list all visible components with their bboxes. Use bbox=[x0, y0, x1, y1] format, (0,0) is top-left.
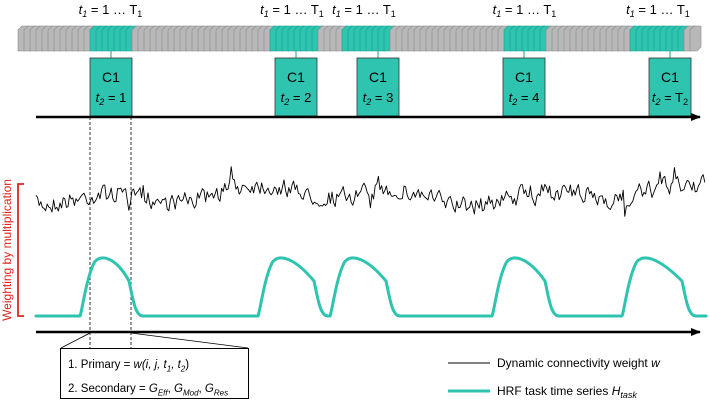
task-block-c1: C1 t2 = T2 bbox=[648, 51, 692, 117]
weighting-bracket bbox=[17, 183, 24, 317]
task-block-c1: C1 t2 = 1 bbox=[89, 51, 133, 117]
legend-connectivity-text: Dynamic connectivity weight w bbox=[497, 356, 661, 370]
task-block-index: t2 = 3 bbox=[363, 90, 394, 107]
frame-range-label: t1 = 1 … T1 bbox=[260, 2, 324, 19]
task-block-condition: C1 bbox=[515, 69, 533, 85]
hrf-task-series bbox=[34, 256, 708, 318]
task-blocks: C1 t2 = 1 C1 t2 = 2 C1 t2 = 3 C1 t2 = 4 C1 t2 = T… bbox=[89, 51, 692, 117]
frame-range-label: t1 = 1 … T1 bbox=[493, 2, 557, 19]
frame-range-label: t1 = 1 … T1 bbox=[626, 2, 690, 19]
task-block-index: t2 = 4 bbox=[509, 90, 540, 107]
task-block-index: t2 = 2 bbox=[281, 90, 312, 107]
volume-frame-stack bbox=[17, 25, 702, 52]
task-block-index: t2 = T2 bbox=[652, 90, 688, 107]
task-block-rect bbox=[89, 57, 133, 117]
task-block-rect bbox=[274, 57, 318, 117]
rest-frame bbox=[689, 25, 702, 52]
task-block-condition: C1 bbox=[287, 69, 305, 85]
task-block-c1: C1 t2 = 2 bbox=[274, 51, 318, 117]
task-block-condition: C1 bbox=[102, 69, 120, 85]
frame-range-labels: t1 = 1 … T1 t1 = 1 … T1 t1 = 1 … T1 t1 = 1 … bbox=[79, 2, 690, 19]
secondary-definition: 2. Secondary = GEff, GMod, GRes bbox=[68, 383, 229, 398]
zoom-line-right bbox=[130, 332, 249, 349]
task-block-index: t2 = 1 bbox=[96, 90, 127, 107]
task-block-c1: C1 t2 = 4 bbox=[502, 51, 546, 117]
weighting-label: Weighting by multiplication bbox=[0, 179, 14, 321]
legend-hrf-text: HRF task time series Htask bbox=[497, 384, 637, 400]
dynamic-connectivity-signal bbox=[35, 166, 706, 217]
task-block-rect bbox=[356, 57, 400, 117]
frame-range-label: t1 = 1 … T1 bbox=[79, 2, 143, 19]
task-block-condition: C1 bbox=[661, 69, 679, 85]
frame-range-label: t1 = 1 … T1 bbox=[332, 2, 396, 19]
task-block-rect bbox=[648, 57, 692, 117]
task-block-rect bbox=[502, 57, 546, 117]
metric-definitions-box: 1. Primary = w(i, j, t1, t2) 2. Secondar… bbox=[60, 348, 249, 399]
task-block-condition: C1 bbox=[369, 69, 387, 85]
zoom-line-left bbox=[60, 332, 91, 349]
task-block-c1: C1 t2 = 3 bbox=[356, 51, 400, 117]
primary-definition: 1. Primary = w(i, j, t1, t2) bbox=[68, 359, 190, 374]
